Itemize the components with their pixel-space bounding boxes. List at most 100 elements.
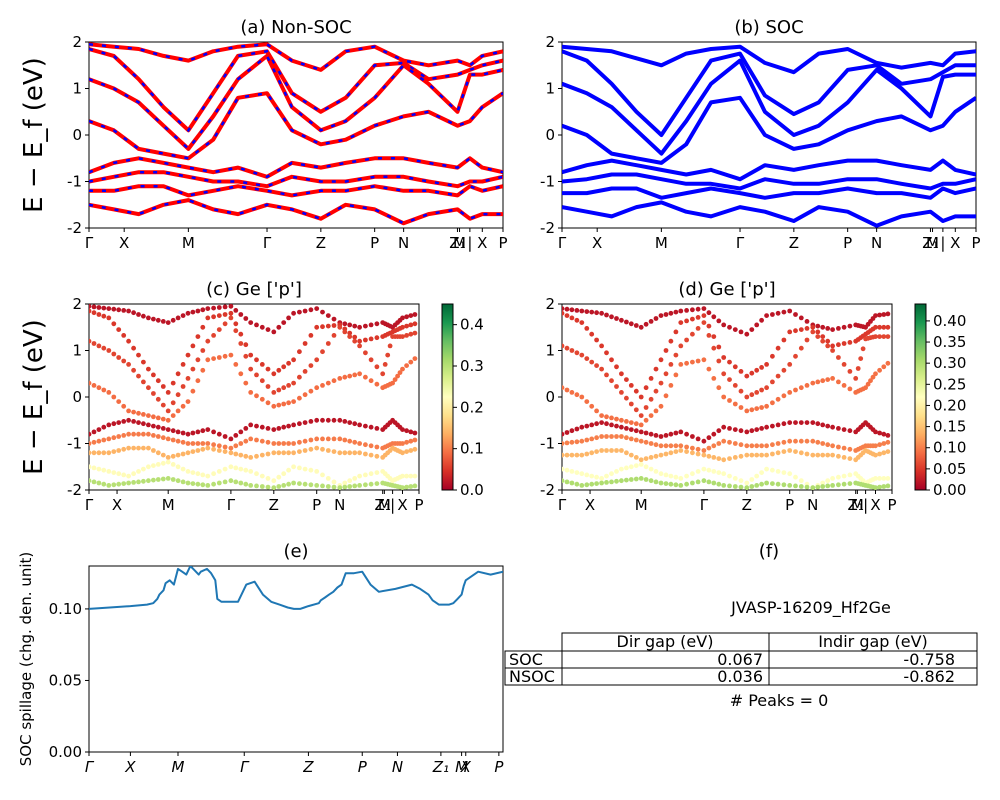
scatter-point [633, 437, 639, 443]
scatter-point [830, 476, 835, 481]
scatter-point [222, 304, 228, 310]
scatter-point [732, 484, 738, 489]
scatter-point [131, 480, 137, 485]
scatter-point [368, 443, 374, 449]
scatter-point [286, 467, 291, 473]
scatter-point [131, 345, 137, 351]
scatter-point [609, 479, 614, 485]
scatter-point [594, 481, 599, 486]
scatter-point [297, 465, 302, 471]
scatter-point [877, 367, 882, 373]
scatter-point [175, 478, 181, 484]
scatter-point [569, 348, 575, 353]
scatter-point [116, 327, 122, 332]
scatter-point [412, 312, 418, 317]
scatter-point [259, 396, 265, 402]
scatter-point [653, 316, 659, 321]
scatter-point [706, 479, 712, 485]
scatter-point [873, 452, 878, 458]
scatter-point [638, 438, 644, 444]
scatter-point [614, 434, 619, 439]
scatter-point [701, 448, 707, 453]
scatter-point [121, 433, 127, 438]
scatter-point [628, 464, 634, 470]
scatter-point [599, 434, 604, 439]
scatter-point [825, 338, 831, 344]
scatter-point [564, 467, 570, 473]
scatter-point [589, 309, 595, 315]
scatter-point [562, 466, 565, 472]
scatter-point [281, 320, 287, 325]
scatter-point [744, 480, 750, 486]
scatter-point [302, 438, 308, 444]
scatter-point [96, 305, 102, 310]
scatter-point [877, 484, 882, 490]
scatter-point [825, 483, 831, 489]
scatter-point [195, 441, 201, 446]
scatter-point [628, 452, 634, 458]
scatter-point [400, 427, 405, 432]
scatter-point [146, 315, 151, 321]
y-tick-label: 2 [545, 33, 555, 51]
scatter-point [165, 436, 171, 442]
scatter-point [146, 413, 151, 418]
x-tick-label: Z₁ [922, 234, 938, 252]
series-line-b6 [562, 172, 976, 191]
scatter-point [569, 469, 575, 474]
scatter-point [589, 481, 595, 487]
scatter-point [658, 313, 664, 318]
scatter-point [121, 472, 127, 478]
scatter-point [248, 320, 254, 325]
x-tick-label: | [390, 496, 395, 514]
x-tick-label: P [887, 496, 896, 514]
scatter-point [363, 323, 368, 329]
scatter-point [331, 484, 337, 490]
scatter-point [222, 449, 228, 454]
scatter-point [211, 305, 217, 311]
scatter-point [775, 373, 781, 379]
scatter-point [141, 412, 146, 417]
panel-a-frame [88, 41, 504, 229]
scatter-point [721, 457, 727, 463]
scatter-point [764, 313, 769, 318]
scatter-point [325, 313, 331, 318]
panel-d-colorbar: 0.00 0.05 0.10 0.15 0.20 0.25 0.30 0.35 0.40 [914, 303, 966, 499]
table-cell-value: -0.862 [903, 667, 955, 686]
scatter-point [89, 431, 92, 437]
scatter-point [91, 465, 97, 471]
scatter-point [347, 438, 353, 444]
scatter-point [387, 343, 393, 349]
scatter-point [131, 367, 137, 373]
scatter-point [836, 326, 841, 331]
scatter-point [759, 470, 764, 475]
scatter-point [248, 366, 254, 372]
scatter-point [91, 310, 97, 316]
scatter-point [185, 450, 191, 456]
scatter-point [170, 317, 176, 323]
scatter-point [574, 439, 580, 445]
colorbar-tick-label: 0.35 [933, 333, 966, 351]
scatter-point [160, 319, 166, 324]
scatter-point [668, 431, 674, 437]
y-tick-label: 0.00 [49, 743, 82, 761]
scatter-point [243, 467, 249, 473]
scatter-point [175, 315, 181, 321]
scatter-point [216, 327, 222, 332]
scatter-point [673, 352, 679, 358]
scatter-point [633, 476, 639, 482]
scatter-point [89, 478, 92, 484]
scatter-point [352, 439, 358, 445]
scatter-point [633, 323, 639, 328]
scatter-point [185, 431, 191, 437]
scatter-point [155, 415, 161, 421]
scatter-point [716, 344, 722, 350]
series-line-overlay-b6 [89, 170, 503, 188]
scatter-point [404, 428, 409, 434]
scatter-point [320, 436, 325, 442]
scatter-point [684, 473, 689, 479]
scatter-point [243, 438, 249, 444]
scatter-point [216, 431, 222, 437]
scatter-point [286, 423, 291, 429]
scatter-point [810, 420, 816, 425]
